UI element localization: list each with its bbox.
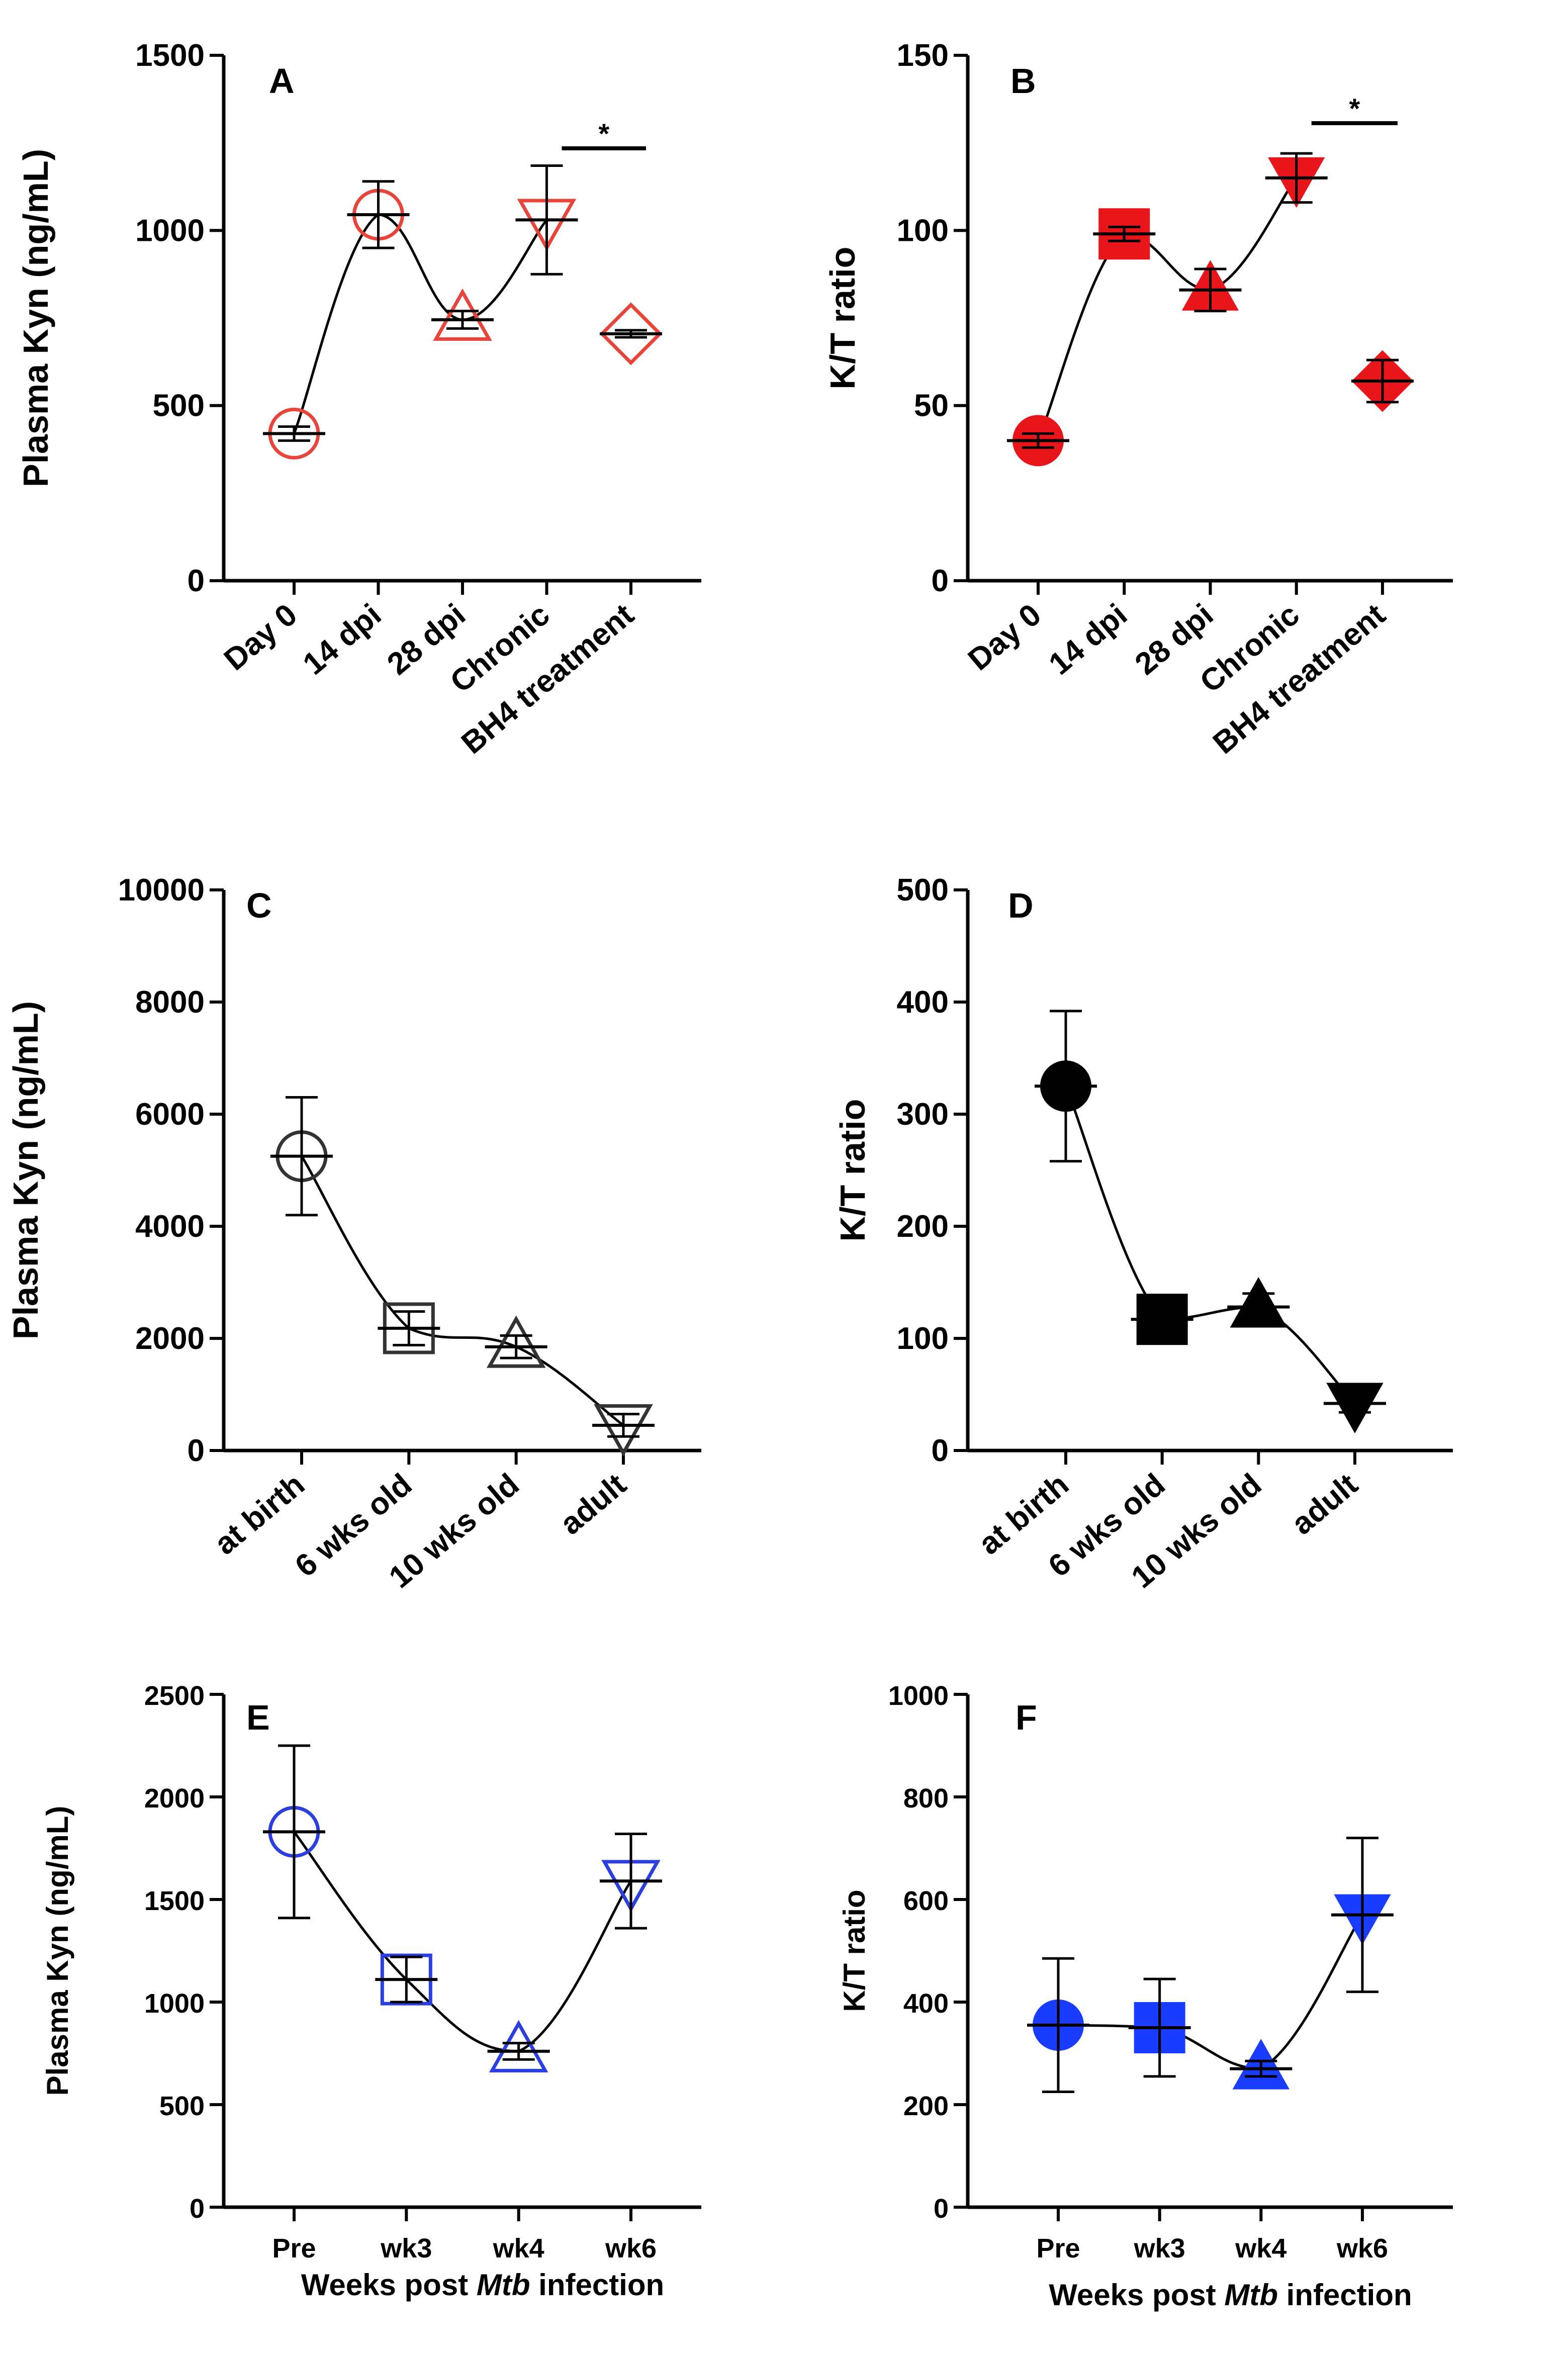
y-tick-label: 200: [897, 1209, 949, 1244]
series-line: [1058, 1914, 1364, 2070]
panel-letter: F: [1016, 1698, 1037, 1737]
x-tick-label: Pre: [272, 2233, 316, 2264]
y-tick-label: 200: [903, 2091, 949, 2121]
x-tick-label: adult: [1285, 1467, 1364, 1542]
y-tick-label: 500: [153, 389, 205, 423]
panel-letter: E: [246, 1698, 270, 1737]
data-point: [383, 1302, 435, 1354]
y-tick-label: 0: [932, 564, 949, 598]
x-tick-label: Pre: [1036, 2233, 1080, 2264]
y-tick-label: 50: [914, 389, 949, 423]
x-axis-title: Weeks post Mtb infection: [301, 2268, 664, 2302]
x-axis-title-part: infection: [530, 2268, 664, 2302]
x-axis-title-italic: Mtb: [477, 2268, 530, 2302]
y-tick-label: 0: [188, 564, 205, 598]
y-tick-label: 400: [897, 985, 949, 1020]
y-tick-label: 1000: [888, 1681, 949, 1711]
series-line: [300, 1155, 624, 1426]
y-tick-label: 1000: [135, 213, 205, 248]
data-point: [594, 1404, 653, 1457]
y-tick-label: 0: [188, 1433, 205, 1468]
x-axis-title-part: Weeks post: [1049, 2278, 1224, 2312]
y-tick-label: 100: [897, 1321, 949, 1356]
x-axis-title-italic: Mtb: [1224, 2278, 1278, 2312]
y-tick-label: 0: [190, 2194, 205, 2224]
significance-label: *: [1349, 93, 1360, 124]
y-tick-label: 8000: [135, 985, 205, 1020]
y-tick-label: 300: [897, 1097, 949, 1132]
y-tick-label: 400: [903, 1988, 949, 2019]
series-line: [1064, 1085, 1356, 1405]
y-tick-label: 10000: [118, 873, 205, 908]
y-tick-label: 6000: [135, 1097, 205, 1132]
y-tick-label: 1500: [144, 1886, 205, 1916]
y-tick-label: 600: [903, 1886, 949, 1916]
data-point: [380, 1953, 432, 2006]
y-tick-label: 500: [897, 873, 949, 908]
series-line: [293, 1831, 632, 2053]
x-tick-label: 14 dpi: [1043, 597, 1134, 682]
y-axis-title: Plasma Kyn (ng/mL): [16, 149, 55, 487]
x-tick-label: wk4: [1235, 2233, 1286, 2264]
data-point: [486, 1315, 546, 1368]
y-tick-label: 0: [934, 2194, 949, 2224]
x-tick-label: wk6: [1336, 2233, 1388, 2264]
y-tick-label: 2500: [144, 1681, 205, 1711]
series-line: [293, 213, 548, 434]
data-point: [433, 288, 492, 341]
panel-letter: D: [1008, 886, 1034, 925]
panel-letter: A: [269, 61, 295, 101]
y-tick-label: 500: [159, 2091, 205, 2121]
y-tick-label: 100: [897, 213, 949, 248]
x-tick-label: wk6: [605, 2233, 657, 2264]
y-tick-label: 1000: [144, 1988, 205, 2019]
y-tick-label: 800: [903, 1783, 949, 1814]
y-tick-label: 1500: [135, 38, 205, 73]
series-line: [1037, 177, 1298, 441]
x-tick-label: wk4: [493, 2233, 544, 2264]
x-tick-label: at birth: [208, 1467, 311, 1562]
y-tick-label: 4000: [135, 1209, 205, 1244]
data-point: [489, 2020, 548, 2072]
panel-letter: C: [246, 886, 272, 925]
x-axis-title-part: Weeks post: [301, 2268, 477, 2302]
x-tick-label: 14 dpi: [297, 597, 388, 682]
x-tick-label: Day 0: [962, 597, 1048, 677]
panel-f: 0 200 400 600 800 1000 Pre wk3 wk4 wk6 K/T ratio We…: [838, 1681, 1453, 2312]
x-axis-title-part: infection: [1278, 2278, 1412, 2312]
x-tick-label: wk3: [1134, 2233, 1185, 2264]
y-tick-label: 2000: [144, 1783, 205, 1814]
panel-e: 0 500 1000 1500 2000 2500 Pre wk3 wk4 wk6 Plasma K…: [41, 1681, 701, 2302]
y-tick-label: 150: [897, 38, 949, 73]
y-tick-label: 2000: [135, 1321, 205, 1356]
x-tick-label: Day 0: [218, 597, 304, 677]
y-axis-title: Plasma Kyn (ng/mL): [6, 1001, 45, 1339]
y-tick-label: 0: [932, 1433, 949, 1468]
x-axis-title: Weeks post Mtb infection: [1049, 2278, 1412, 2312]
significance-label: *: [598, 118, 609, 149]
y-axis-title: Plasma Kyn (ng/mL): [41, 1806, 74, 2096]
panel-letter: B: [1010, 61, 1036, 101]
y-axis-title: K/T ratio: [838, 1889, 871, 2012]
y-axis-title: K/T ratio: [823, 247, 862, 390]
data-point: [599, 302, 663, 366]
x-tick-label: wk3: [380, 2233, 432, 2264]
x-tick-label: adult: [554, 1467, 633, 1542]
y-axis-title: K/T ratio: [833, 1099, 872, 1242]
